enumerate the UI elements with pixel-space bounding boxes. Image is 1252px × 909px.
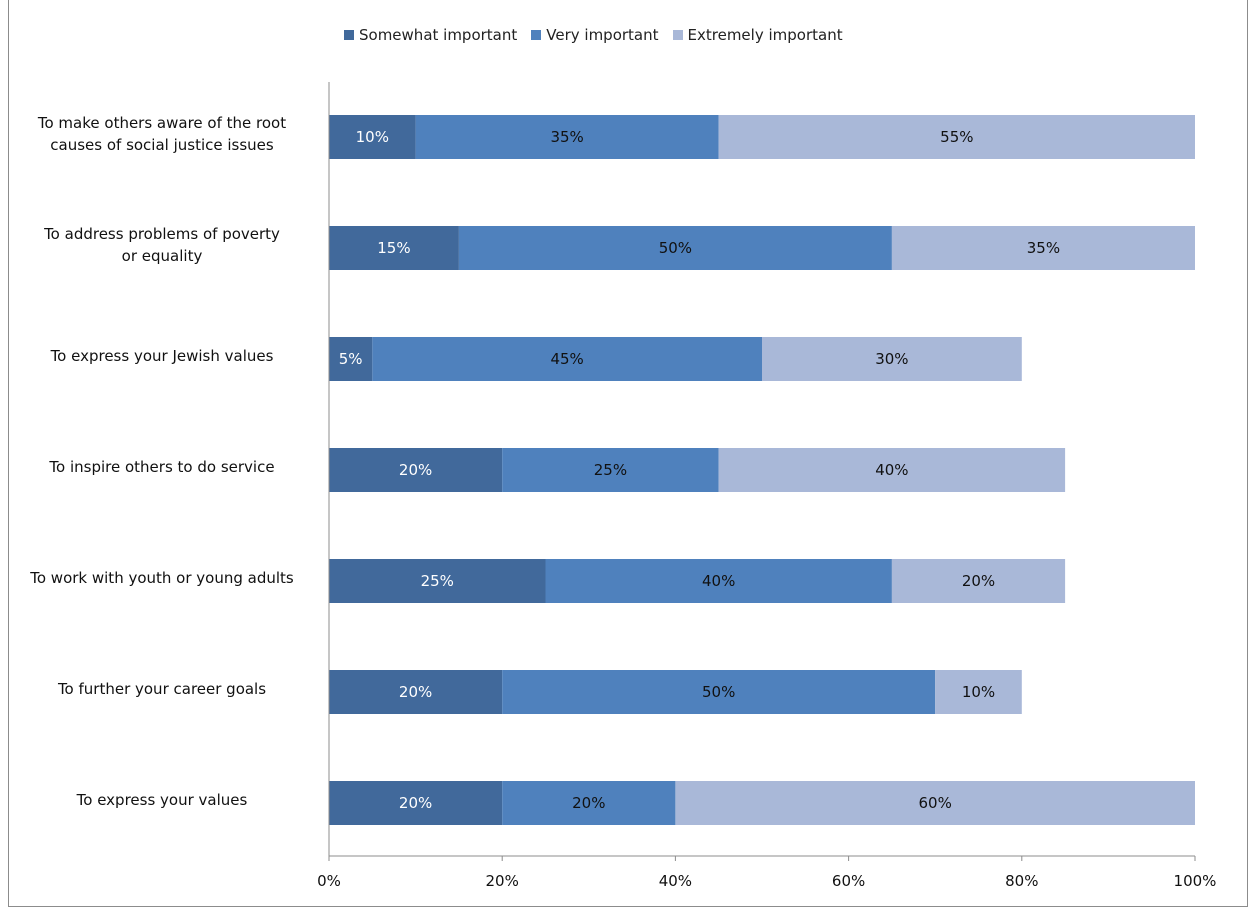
x-tick-label: 100% — [1174, 872, 1217, 890]
category-label: To work with youth or young adults — [6, 567, 318, 589]
bar-segment — [718, 448, 1066, 492]
bar-segment — [329, 448, 503, 492]
bar-segment — [502, 781, 676, 825]
bar-segment — [502, 670, 936, 714]
category-label-line: To further your career goals — [57, 680, 267, 698]
data-label: 35% — [1027, 239, 1060, 257]
bar-segment — [718, 115, 1195, 159]
category-label-line: To inspire others to do service — [49, 458, 275, 476]
category-label: To make others aware of the root causes o… — [6, 112, 318, 156]
legend-item-extremely: Extremely important — [672, 26, 843, 44]
data-label: 20% — [399, 461, 432, 479]
category-label: To express your Jewish values — [6, 345, 318, 367]
legend-item-somewhat: Somewhat important — [344, 26, 517, 44]
data-label: 50% — [702, 683, 735, 701]
data-label: 40% — [702, 572, 735, 590]
legend-swatch-somewhat — [344, 30, 354, 40]
legend-swatch-extremely — [672, 30, 683, 40]
x-tick-label: 0% — [317, 872, 341, 890]
bar-segment — [891, 226, 1195, 270]
bar-segment — [329, 559, 546, 603]
category-label-line: or equality — [121, 247, 203, 265]
bar-segment — [372, 337, 762, 381]
legend-label-somewhat: Somewhat important — [359, 26, 518, 44]
data-label: 15% — [377, 239, 410, 257]
bar-segment — [458, 226, 892, 270]
data-label: 50% — [659, 239, 692, 257]
bar-segment — [762, 337, 1022, 381]
data-label: 20% — [572, 794, 605, 812]
category-label-line: To express your values — [76, 791, 248, 809]
data-label: 45% — [550, 350, 583, 368]
category-label-line: To address problems of poverty — [44, 225, 280, 243]
data-label: 60% — [919, 794, 952, 812]
category-label: To address problems of poverty or equalit… — [6, 223, 318, 267]
category-label-line: To express your Jewish values — [50, 347, 274, 365]
data-label: 10% — [356, 128, 389, 146]
category-label-line: To make others aware of the root — [37, 114, 287, 132]
data-label: 30% — [875, 350, 908, 368]
category-label-line: To work with youth or young adults — [30, 569, 294, 587]
bar-segment — [935, 670, 1022, 714]
category-label-line: causes of social justice issues — [50, 136, 274, 154]
bar-segment — [329, 226, 459, 270]
x-tick-label: 40% — [659, 872, 692, 890]
data-label: 20% — [399, 683, 432, 701]
legend-item-very: Very important — [531, 26, 659, 44]
data-label: 25% — [594, 461, 627, 479]
bar-segment — [329, 781, 503, 825]
category-label: To inspire others to do service — [6, 456, 318, 478]
data-label: 35% — [550, 128, 583, 146]
data-label: 55% — [940, 128, 973, 146]
bar-segment — [329, 337, 373, 381]
data-label: 20% — [399, 794, 432, 812]
bar-segment — [329, 115, 416, 159]
bar-segment — [891, 559, 1066, 603]
data-label: 40% — [875, 461, 908, 479]
legend-label-extremely: Extremely important — [687, 26, 843, 44]
category-label: To further your career goals — [6, 678, 318, 700]
data-label: 5% — [339, 350, 363, 368]
x-tick-label: 80% — [1005, 872, 1038, 890]
x-tick-label: 20% — [486, 872, 519, 890]
data-label: 25% — [421, 572, 454, 590]
bar-segment — [675, 781, 1195, 825]
category-label: To express your values — [6, 789, 318, 811]
legend-label-very: Very important — [546, 26, 659, 44]
legend: Somewhat important Very important Extrem… — [344, 24, 857, 46]
legend-swatch-very — [531, 30, 542, 40]
x-tick-label: 60% — [832, 872, 865, 890]
bar-segment — [502, 448, 719, 492]
bar-segment — [545, 559, 892, 603]
data-label: 20% — [962, 572, 995, 590]
data-label: 10% — [962, 683, 995, 701]
bar-segment — [329, 670, 503, 714]
bar-segment — [415, 115, 719, 159]
